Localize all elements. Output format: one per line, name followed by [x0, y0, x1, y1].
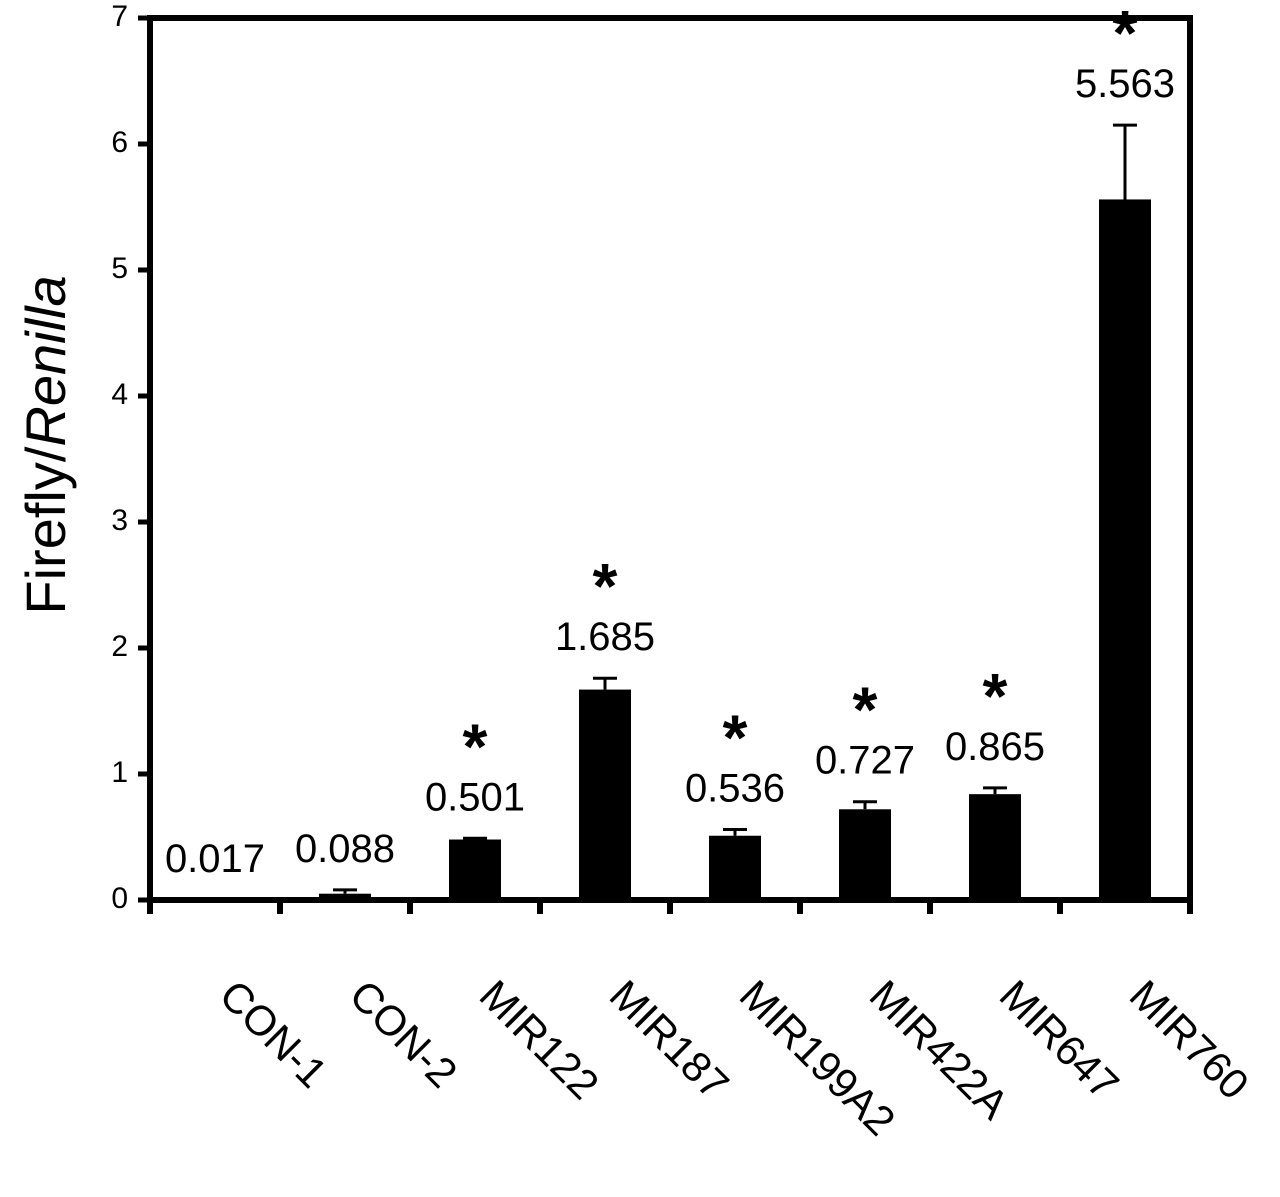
category-label: MIR187 [601, 971, 738, 1108]
data-label: 0.727 [815, 739, 915, 783]
significance-star: * [853, 674, 878, 746]
y-tick-label: 6 [111, 126, 128, 159]
y-axis-title: Firefly/Renilla [14, 275, 77, 614]
significance-star: * [1113, 0, 1138, 69]
y-tick-label: 3 [111, 504, 128, 537]
data-label: 0.088 [295, 827, 395, 871]
data-label: 0.501 [425, 775, 525, 819]
error-bars [333, 123, 1137, 894]
bar [839, 809, 891, 900]
bars [319, 199, 1151, 900]
category-labels: CON-1 CON-2 MIR122MIR187MIR199A2MIR422AMIR… [211, 971, 1258, 1145]
y-axis-ticks: 0 1 2 3 4 5 6 7 [111, 0, 150, 915]
y-axis-label: Firefly/Renilla [14, 275, 77, 614]
significance-markers: * * * * * * [463, 0, 1138, 782]
significance-star: * [463, 710, 488, 782]
bar [969, 794, 1021, 900]
bar [1099, 199, 1151, 900]
category-label: CON-2 [341, 971, 467, 1097]
data-label: 0.017 [165, 837, 265, 881]
bar [579, 689, 631, 900]
significance-star: * [983, 660, 1008, 732]
category-label: CON-1 [211, 971, 337, 1097]
significance-star: * [723, 701, 748, 773]
bar [449, 839, 501, 900]
category-label: MIR122 [471, 971, 608, 1108]
bar [709, 835, 761, 900]
y-tick-label: 0 [111, 882, 128, 915]
significance-star: * [593, 550, 618, 622]
y-tick-label: 4 [111, 378, 128, 411]
y-tick-label: 1 [111, 756, 128, 789]
bar [319, 893, 371, 900]
y-tick-label: 5 [111, 252, 128, 285]
data-label: 0.865 [945, 725, 1045, 769]
data-label: 5.563 [1075, 62, 1175, 106]
x-axis-ticks [147, 900, 1193, 914]
y-tick-label: 7 [111, 0, 128, 33]
category-label: MIR760 [1121, 971, 1258, 1108]
data-labels: 0.017 0.088 0.501 1.685 0.536 0.727 0.865 5.563 [165, 62, 1175, 881]
y-tick-label: 2 [111, 630, 128, 663]
data-label: 0.536 [685, 766, 785, 810]
data-label: 1.685 [555, 615, 655, 659]
